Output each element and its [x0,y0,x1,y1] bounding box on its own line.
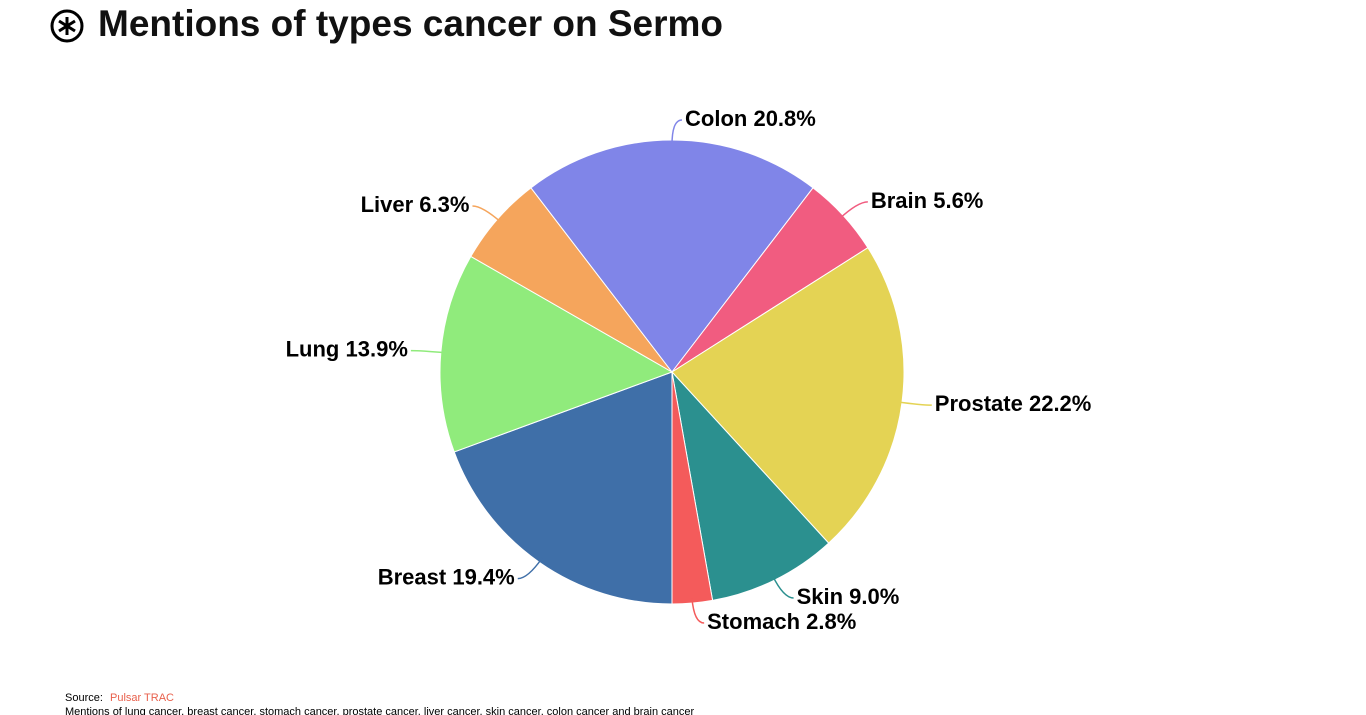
value-label: 6.3% [419,192,469,217]
data-label: Brain 5.6% [871,188,984,213]
category-name: Brain [871,188,927,213]
category-name: Lung [286,336,340,361]
data-label: Prostate 22.2% [935,391,1092,416]
connector [896,401,932,406]
data-label: Stomach 2.8% [707,609,856,634]
category-name: Colon [685,106,747,131]
category-name: Skin [797,584,843,609]
data-label: Lung 13.9% [286,336,408,361]
category-name: Breast [378,564,447,589]
connector [691,598,705,624]
title-icon [50,9,84,43]
connector [838,201,868,220]
value-label: 5.6% [933,188,983,213]
connector [410,349,446,354]
value-label: 2.8% [806,609,856,634]
connector [671,119,683,146]
connector [771,575,794,599]
category-name: Prostate [935,391,1023,416]
source-label: Source: [65,692,103,704]
connector [472,205,502,223]
value-label: 19.4% [452,564,514,589]
data-label: Skin 9.0% [797,584,900,609]
data-label: Liver 6.3% [361,192,470,217]
category-name: Stomach [707,609,800,634]
note: Mentions of lung cancer, breast cancer, … [65,706,695,715]
data-label: Colon 20.8% [685,106,816,131]
chart-title: Mentions of types cancer on Sermo [98,3,723,44]
data-label: Breast 19.4% [378,564,515,589]
value-label: 20.8% [753,106,815,131]
source: Pulsar TRAC [110,692,174,704]
category-name: Liver [361,192,414,217]
value-label: 22.2% [1029,391,1091,416]
value-label: 13.9% [346,336,408,361]
connector [517,557,543,580]
value-label: 9.0% [849,584,899,609]
